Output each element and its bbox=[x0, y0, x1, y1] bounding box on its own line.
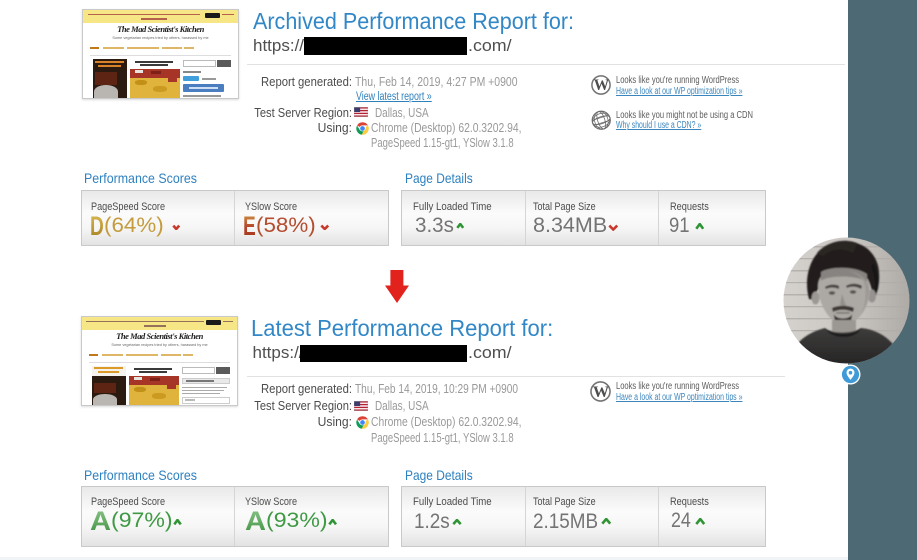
svg-text:W: W bbox=[593, 384, 609, 401]
svg-text:W: W bbox=[593, 77, 609, 94]
